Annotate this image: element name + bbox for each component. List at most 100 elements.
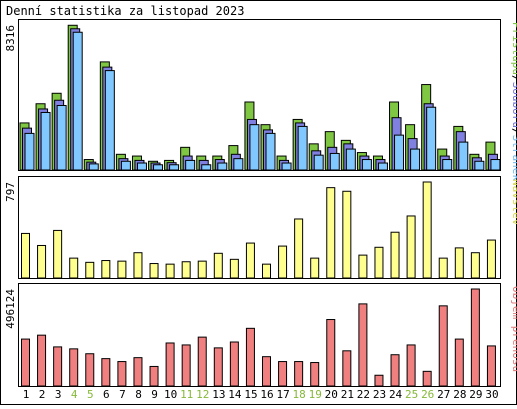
bar-hits-files-pages-s2-day-15	[249, 124, 260, 171]
bar-hits-files-pages-s2-day-1	[24, 132, 35, 171]
x-tick-label-day-21: 21	[341, 388, 354, 401]
bar-hits-files-pages-s2-day-22	[361, 159, 372, 171]
panel-frame-hits-files-pages	[18, 19, 501, 171]
y-max-label-hits-files-pages: 8316	[4, 25, 17, 52]
bar-hits-files-pages-s2-day-9	[153, 164, 164, 171]
bar-visits-day-12	[197, 260, 207, 279]
bar-hits-files-pages-s2-day-30	[490, 159, 501, 171]
bar-volume-day-1	[21, 338, 30, 387]
bar-hits-files-pages-s2-day-19	[313, 154, 324, 171]
bar-visits-day-1	[21, 232, 30, 279]
bar-volume-day-25	[406, 344, 416, 387]
x-tick-label-day-14: 14	[228, 388, 242, 401]
x-tick-label-day-26: 26	[421, 388, 434, 401]
bar-hits-files-pages-s2-day-3	[56, 104, 67, 171]
legend-entry: /	[510, 75, 517, 82]
bar-visits-day-3	[53, 229, 63, 279]
bar-volume-day-29	[470, 288, 480, 387]
bar-visits-day-6	[101, 260, 111, 279]
bar-hits-files-pages-s2-day-5	[88, 163, 99, 171]
x-tick-label-day-16: 16	[260, 388, 273, 401]
x-tick-label-day-29: 29	[469, 388, 482, 401]
bar-hits-files-pages-s2-day-27	[442, 159, 453, 171]
bar-visits-day-15	[245, 242, 255, 279]
bar-visits-day-23	[374, 246, 384, 279]
bar-volume-day-26	[422, 370, 432, 387]
bar-volume-day-7	[117, 361, 127, 387]
bar-visits-day-8	[133, 252, 143, 279]
x-tick-label-day-13: 13	[212, 388, 225, 401]
legend-entry: Souborů	[510, 82, 517, 128]
panel-frame-volume	[18, 283, 501, 387]
x-tick-label-day-7: 7	[119, 388, 126, 401]
x-tick-label-day-27: 27	[437, 388, 450, 401]
bar-visits-day-26	[422, 181, 432, 279]
x-tick-label-day-6: 6	[103, 388, 110, 401]
bar-hits-files-pages-s2-day-18	[297, 125, 308, 171]
bar-visits-day-14	[229, 258, 239, 279]
x-tick-label-day-15: 15	[244, 388, 257, 401]
bar-visits-day-4	[69, 257, 79, 279]
bar-hits-files-pages-s2-day-7	[120, 160, 131, 171]
bar-visits-day-22	[358, 254, 368, 279]
bar-visits-day-7	[117, 260, 127, 279]
chart-title: Denní statistika za listopad 2023	[6, 4, 244, 18]
x-tick-label-day-17: 17	[276, 388, 289, 401]
bar-hits-files-pages-s2-day-20	[329, 152, 340, 171]
bar-volume-day-30	[486, 345, 496, 387]
bar-hits-files-pages-s2-day-21	[345, 148, 356, 171]
bar-hits-files-pages-s2-day-12	[201, 164, 212, 171]
bar-hits-files-pages-s2-day-11	[185, 159, 196, 171]
legend-entry: Stránek	[510, 135, 517, 182]
bar-visits-day-11	[181, 261, 191, 279]
bar-visits-day-5	[85, 261, 95, 279]
bar-visits-day-24	[390, 231, 400, 279]
x-tick-label-day-20: 20	[325, 388, 338, 401]
x-tick-label-day-28: 28	[453, 388, 466, 401]
x-tick-label-day-4: 4	[71, 388, 78, 401]
bar-visits-day-28	[454, 247, 464, 279]
x-tick-label-day-24: 24	[389, 388, 403, 401]
x-tick-label-day-9: 9	[151, 388, 158, 401]
bar-hits-files-pages-s2-day-28	[458, 141, 469, 171]
x-tick-label-day-10: 10	[164, 388, 177, 401]
bar-visits-day-9	[149, 263, 159, 279]
bar-visits-day-17	[278, 245, 288, 279]
bar-volume-day-9	[149, 365, 159, 387]
x-tick-label-day-8: 8	[135, 388, 142, 401]
bar-hits-files-pages-s2-day-17	[281, 162, 292, 171]
bar-hits-files-pages-s2-day-16	[265, 132, 276, 171]
bar-volume-day-10	[165, 342, 175, 387]
bar-volume-day-6	[101, 358, 111, 387]
bar-visits-day-29	[470, 252, 480, 279]
bar-volume-day-13	[213, 347, 223, 387]
bar-volume-day-2	[37, 334, 47, 387]
bar-volume-day-11	[181, 344, 191, 387]
bar-volume-day-27	[438, 305, 448, 387]
x-tick-label-day-22: 22	[357, 388, 370, 401]
bar-hits-files-pages-s2-day-2	[40, 111, 51, 171]
bar-volume-day-18	[294, 361, 304, 387]
bar-volume-day-20	[326, 319, 336, 387]
bar-volume-day-19	[310, 362, 320, 387]
y-max-label-volume: 496124	[4, 289, 17, 329]
y-max-label-visits: 797	[4, 182, 17, 202]
bar-volume-day-16	[262, 356, 271, 387]
bar-volume-day-3	[53, 346, 63, 387]
bar-hits-files-pages-s2-day-29	[474, 160, 485, 171]
bar-hits-files-pages-s2-day-13	[217, 162, 228, 171]
bar-volume-day-4	[69, 348, 79, 387]
bar-volume-day-14	[229, 341, 239, 387]
bar-visits-day-18	[294, 218, 304, 279]
bar-hits-files-pages-s2-day-4	[72, 31, 83, 171]
bar-visits-day-19	[310, 257, 320, 279]
legend-visits: Návštěv	[510, 179, 517, 226]
bar-visits-day-10	[165, 263, 175, 279]
bar-volume-day-23	[374, 374, 384, 387]
bar-visits-day-30	[486, 239, 496, 279]
bar-visits-day-20	[326, 187, 336, 279]
x-tick-label-day-11: 11	[180, 388, 193, 401]
bar-volume-day-21	[342, 350, 352, 387]
bar-hits-files-pages-s2-day-26	[426, 106, 437, 171]
